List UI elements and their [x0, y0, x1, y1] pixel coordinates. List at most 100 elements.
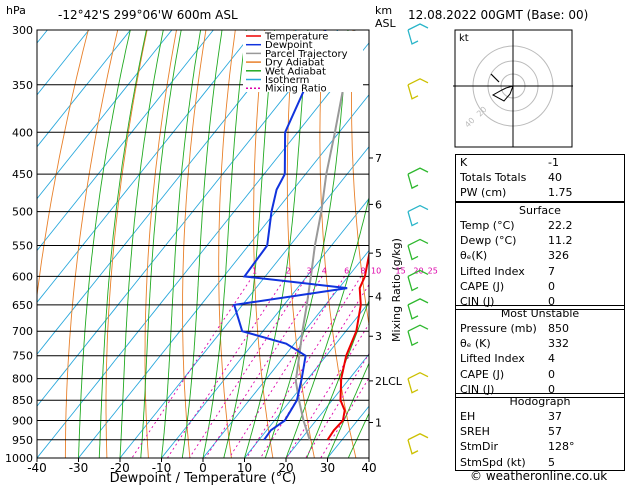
wet-adiabat-line	[78, 30, 131, 458]
km-unit-label: km	[375, 4, 392, 17]
temp-tick-label: -20	[110, 461, 130, 475]
temp-tick-label: 40	[361, 461, 376, 475]
dry-adiabat-line	[182, 30, 207, 458]
mixing-ratio-line	[205, 276, 323, 458]
mixing-ratio-label: 10	[371, 266, 381, 275]
pressure-tick-label: 500	[12, 206, 33, 219]
surface-row: Temp (°C) 22.2	[460, 219, 573, 232]
hodograph-title: Hodograph	[509, 395, 571, 408]
wind-barb	[407, 269, 429, 292]
pressure-tick-label: 400	[12, 126, 33, 139]
mixing-ratio-axis-title: Mixing Ratio (g/kg)	[390, 238, 403, 342]
temp-tick-label: 10	[237, 461, 252, 475]
surface-title: Surface	[519, 204, 561, 217]
hodograph-table: Hodograph EH 37 SREH 57 StmDir 128° StmSpd …	[455, 393, 625, 471]
pressure-tick-label: 300	[12, 24, 33, 37]
wind-barb	[407, 23, 429, 45]
surface-row: Dewp (°C) 11.2	[460, 234, 573, 248]
pressure-tick-label: 350	[12, 79, 33, 92]
header-datetime: 12.08.2022 00GMT (Base: 00)	[408, 8, 589, 22]
mu-row: CAPE (J) 0	[460, 367, 555, 381]
pressure-tick-label: 850	[12, 394, 33, 407]
most-unstable-title: Most Unstable	[500, 307, 580, 320]
temp-tick-label: 20	[278, 461, 293, 475]
wind-barb	[407, 324, 429, 347]
temperature-line	[326, 250, 369, 441]
surface-row: Lifted Index 7	[460, 264, 555, 278]
index-row: K -1	[460, 156, 559, 169]
legend-label: Parcel Trajectory	[265, 49, 348, 60]
hodograph-kt-label: kt	[459, 33, 469, 44]
km-tick-label: 2LCL	[375, 375, 403, 388]
mixing-ratio-label: 3	[306, 266, 311, 275]
legend-label: Isotherm	[265, 75, 309, 86]
pressure-tick-label: 900	[12, 415, 33, 428]
mu-row: CIN (J) 0	[460, 382, 555, 396]
pressure-tick-label: 550	[12, 239, 33, 252]
most-unstable-table: Most Unstable Pressure (mb) 850 θₑ (K) 332…	[455, 305, 625, 398]
pressure-tick-label: 700	[12, 325, 33, 338]
surface-row: CIN (J) 0	[460, 294, 555, 308]
km-tick-label: 6	[375, 198, 382, 211]
mixing-ratio-label: 15	[395, 266, 405, 275]
wind-barb	[407, 78, 429, 100]
km-tick-label: 5	[375, 247, 382, 260]
wind-barb	[407, 167, 429, 190]
isotherm-line	[37, 30, 173, 200]
surface-row: θₑ(K) 326	[460, 249, 569, 263]
legend-box	[243, 31, 363, 92]
copyright-link[interactable]: © weatheronline.co.uk	[470, 469, 608, 483]
mixing-ratio-line	[320, 377, 369, 458]
dry-adiabat-line	[218, 30, 236, 458]
surface-table: Surface Temp (°C) 22.2 Dewp (°C) 11.2 θₑ(K…	[455, 202, 625, 311]
wet-adiabat-line	[140, 30, 182, 458]
wet-adiabat-line	[161, 30, 202, 458]
temp-tick-label: 30	[320, 461, 335, 475]
mixing-ratio-label: 8	[360, 266, 365, 275]
temp-tick-label: -40	[27, 461, 47, 475]
x-axis-title: Dewpoint / Temperature (°C)	[110, 471, 297, 486]
mixing-ratio-label: 2	[286, 266, 291, 275]
wind-barb	[407, 238, 429, 261]
hodo-row: StmSpd (kt) 5	[460, 455, 555, 469]
mixing-ratio-label: 1	[252, 266, 257, 275]
hodograph-trace	[491, 85, 514, 102]
wet-adiabat-line	[119, 30, 164, 458]
mixing-ratio-label: 25	[428, 266, 438, 275]
pressure-tick-label: 750	[12, 350, 33, 363]
asl-unit-label: ASL	[375, 17, 397, 30]
legend-label: Mixing Ratio	[265, 84, 327, 95]
dry-adiabat-line	[37, 30, 89, 299]
temp-tick-label: -30	[69, 461, 89, 475]
hodo-row: StmDir 128°	[460, 440, 575, 454]
wind-barb	[407, 433, 429, 455]
indices-top-table: K -1 Totals Totals 40 PW (cm) 1.75	[455, 154, 625, 202]
legend-label: Wet Adiabat	[265, 66, 326, 77]
mixing-ratio-label: 4	[322, 266, 327, 275]
pressure-tick-label: 650	[12, 299, 33, 312]
wind-barb	[407, 204, 429, 227]
index-row: PW (cm) 1.75	[460, 186, 573, 200]
isotherm-line	[37, 42, 369, 458]
mu-row: θₑ (K) 332	[460, 337, 569, 351]
legend-label: Temperature	[264, 32, 328, 43]
temp-tick-label: 0	[199, 461, 207, 475]
temp-tick-label: -10	[152, 461, 172, 475]
plot-area	[37, 30, 369, 458]
isotherm-line	[37, 30, 256, 304]
pressure-tick-label: 1000	[5, 452, 33, 465]
km-tick-label: 1	[375, 417, 382, 430]
dewpoint-line	[232, 30, 348, 441]
wet-adiabat-line	[181, 30, 223, 458]
storm-motion-arrow	[490, 73, 500, 83]
index-row: Totals Totals 40	[460, 171, 562, 185]
km-tick-label: 4	[375, 291, 382, 304]
pressure-unit-label: hPa	[6, 4, 26, 17]
pressure-tick-label: 950	[12, 434, 33, 447]
legend-label: Dry Adiabat	[265, 58, 324, 69]
isotherm-line	[327, 405, 369, 458]
mixing-ratio-label: 6	[344, 266, 349, 275]
pressure-tick-label: 450	[12, 168, 33, 181]
dry-adiabat-line	[64, 30, 119, 458]
